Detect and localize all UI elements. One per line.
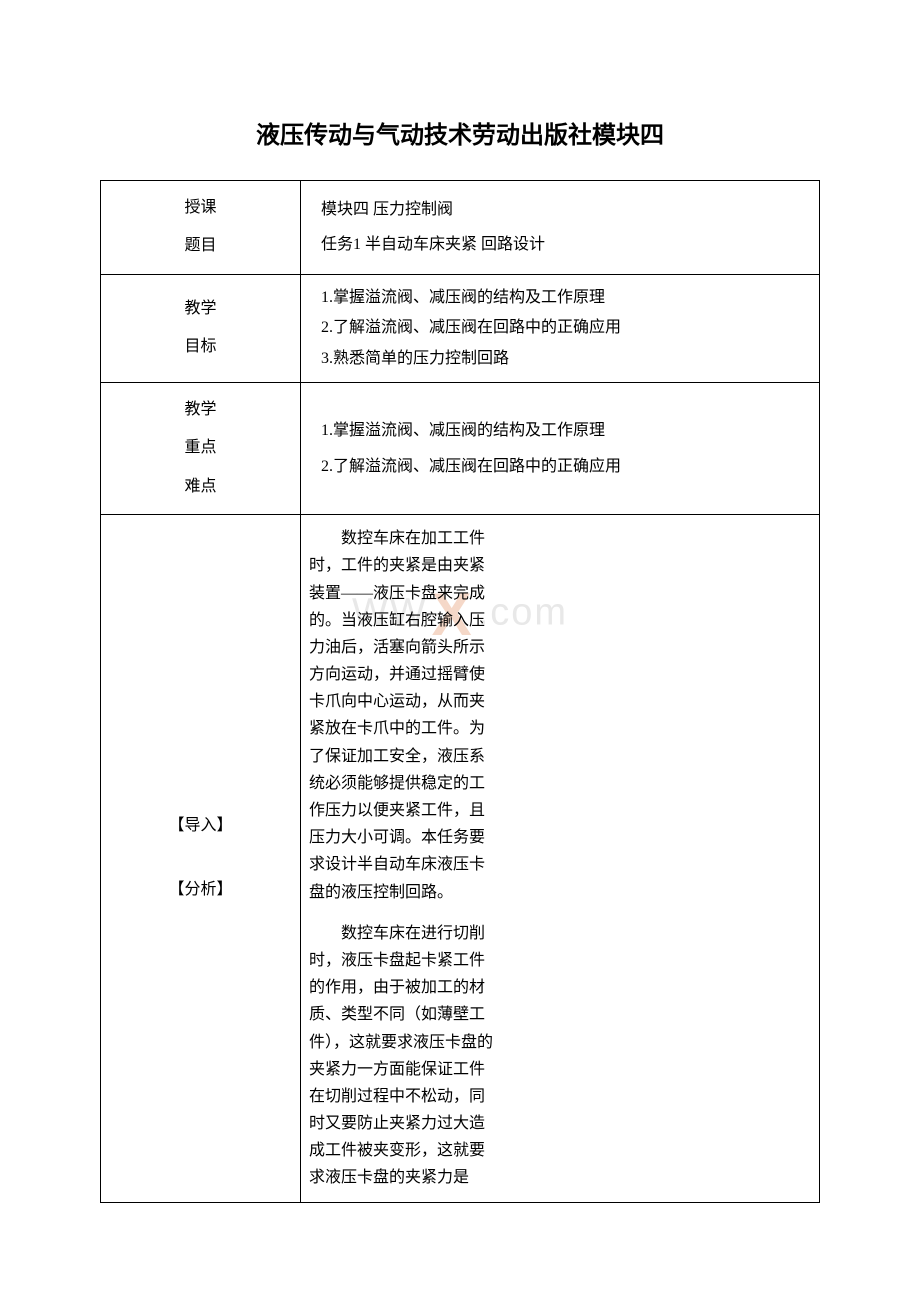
body-paragraph: 数控车床在加工工件时，工件的夹紧是由夹紧装置——液压卡盘来完成的。当液压缸右腔输… [309,525,499,906]
label-line: 教学 [111,290,290,328]
table-row: 授课 题目 模块四 压力控制阀 任务1 半自动车床夹紧 回路设计 [101,181,820,275]
label-line: 难点 [111,468,290,506]
label-line: 题目 [111,227,290,265]
document-title: 液压传动与气动技术劳动出版社模块四 [100,115,820,150]
content-line: 任务1 半自动车床夹紧 回路设计 [321,227,799,262]
table-row: 【导入】 【分析】 数控车床在加工工件时，工件的夹紧是由夹紧装置——液压卡盘来完… [101,515,820,1203]
label-line: 教学 [111,391,290,429]
content-line: 1.掌握溢流阀、减压阀的结构及工作原理 [321,283,799,313]
table-row: 教学 重点 难点 1.掌握溢流阀、减压阀的结构及工作原理 2.了解溢流阀、减压阀… [101,382,820,514]
label-line: 授课 [111,189,290,227]
row-content-body: 数控车床在加工工件时，工件的夹紧是由夹紧装置——液压卡盘来完成的。当液压缸右腔输… [301,515,820,1203]
label-line: 目标 [111,328,290,366]
body-text-wrapper: 数控车床在加工工件时，工件的夹紧是由夹紧装置——液压卡盘来完成的。当液压缸右腔输… [309,525,499,1192]
row-label-objective: 教学 目标 [101,274,301,382]
content-line: 模块四 压力控制阀 [321,192,799,227]
label-line: 重点 [111,429,290,467]
row-content-objective: 1.掌握溢流阀、减压阀的结构及工作原理 2.了解溢流阀、减压阀在回路中的正确应用… [301,274,820,382]
label-analysis: 【分析】 [111,858,290,922]
content-line: 1.掌握溢流阀、减压阀的结构及工作原理 [321,413,799,448]
content-line: 2.了解溢流阀、减压阀在回路中的正确应用 [321,449,799,484]
body-paragraph: 数控车床在进行切削时，液压卡盘起卡紧工件的作用，由于被加工的材质、类型不同（如薄… [309,920,499,1192]
table-row: 教学 目标 1.掌握溢流阀、减压阀的结构及工作原理 2.了解溢流阀、减压阀在回路… [101,274,820,382]
lesson-plan-table: 授课 题目 模块四 压力控制阀 任务1 半自动车床夹紧 回路设计 教学 目标 1… [100,180,820,1203]
content-line: 2.了解溢流阀、减压阀在回路中的正确应用 [321,313,799,343]
row-content-topic: 模块四 压力控制阀 任务1 半自动车床夹紧 回路设计 [301,181,820,275]
row-label-intro-analysis: 【导入】 【分析】 [101,515,301,1203]
row-label-topic: 授课 题目 [101,181,301,275]
label-intro: 【导入】 [111,794,290,858]
row-content-keypoints: 1.掌握溢流阀、减压阀的结构及工作原理 2.了解溢流阀、减压阀在回路中的正确应用 [301,382,820,514]
content-line: 3.熟悉简单的压力控制回路 [321,344,799,374]
row-label-keypoints: 教学 重点 难点 [101,382,301,514]
